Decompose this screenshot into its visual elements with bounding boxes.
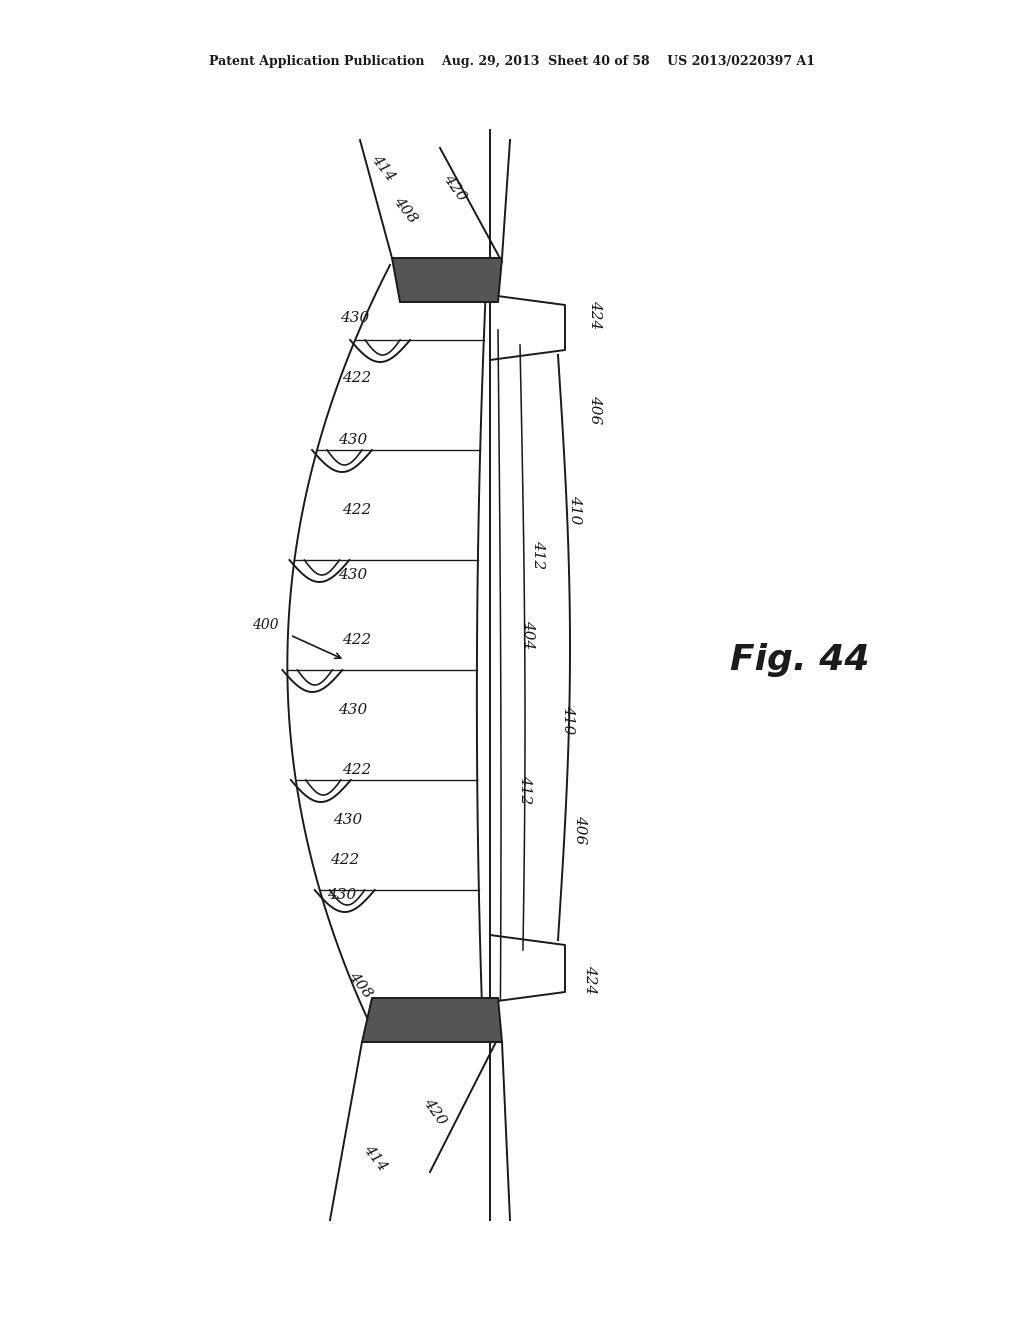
Text: 404: 404 — [521, 620, 535, 649]
Text: 414: 414 — [369, 152, 397, 183]
Polygon shape — [392, 257, 502, 302]
Text: 430: 430 — [328, 888, 356, 902]
Text: Patent Application Publication    Aug. 29, 2013  Sheet 40 of 58    US 2013/02203: Patent Application Publication Aug. 29, … — [209, 55, 815, 69]
Text: 430: 430 — [340, 312, 370, 325]
Text: 430: 430 — [338, 433, 368, 447]
Text: 410: 410 — [568, 495, 582, 524]
Text: 430: 430 — [334, 813, 362, 828]
Text: 420: 420 — [421, 1096, 450, 1129]
Text: 410: 410 — [561, 705, 575, 735]
Text: 422: 422 — [342, 503, 372, 517]
Text: 424: 424 — [588, 301, 602, 330]
Text: 424: 424 — [583, 965, 597, 995]
Text: 430: 430 — [338, 568, 368, 582]
Text: 406: 406 — [588, 396, 602, 425]
Text: 408: 408 — [345, 969, 375, 1001]
Text: 400: 400 — [252, 618, 279, 632]
Text: 422: 422 — [342, 763, 372, 777]
Text: 408: 408 — [390, 194, 420, 226]
Text: 414: 414 — [360, 1142, 389, 1173]
Text: 422: 422 — [342, 371, 372, 385]
Text: 430: 430 — [338, 704, 368, 717]
Text: 412: 412 — [531, 540, 545, 570]
Text: 406: 406 — [573, 816, 587, 845]
Polygon shape — [362, 998, 502, 1041]
Text: 422: 422 — [331, 853, 359, 867]
Text: 420: 420 — [441, 172, 469, 205]
Text: Fig. 44: Fig. 44 — [730, 643, 869, 677]
Text: 412: 412 — [518, 775, 532, 805]
Text: 422: 422 — [342, 634, 372, 647]
